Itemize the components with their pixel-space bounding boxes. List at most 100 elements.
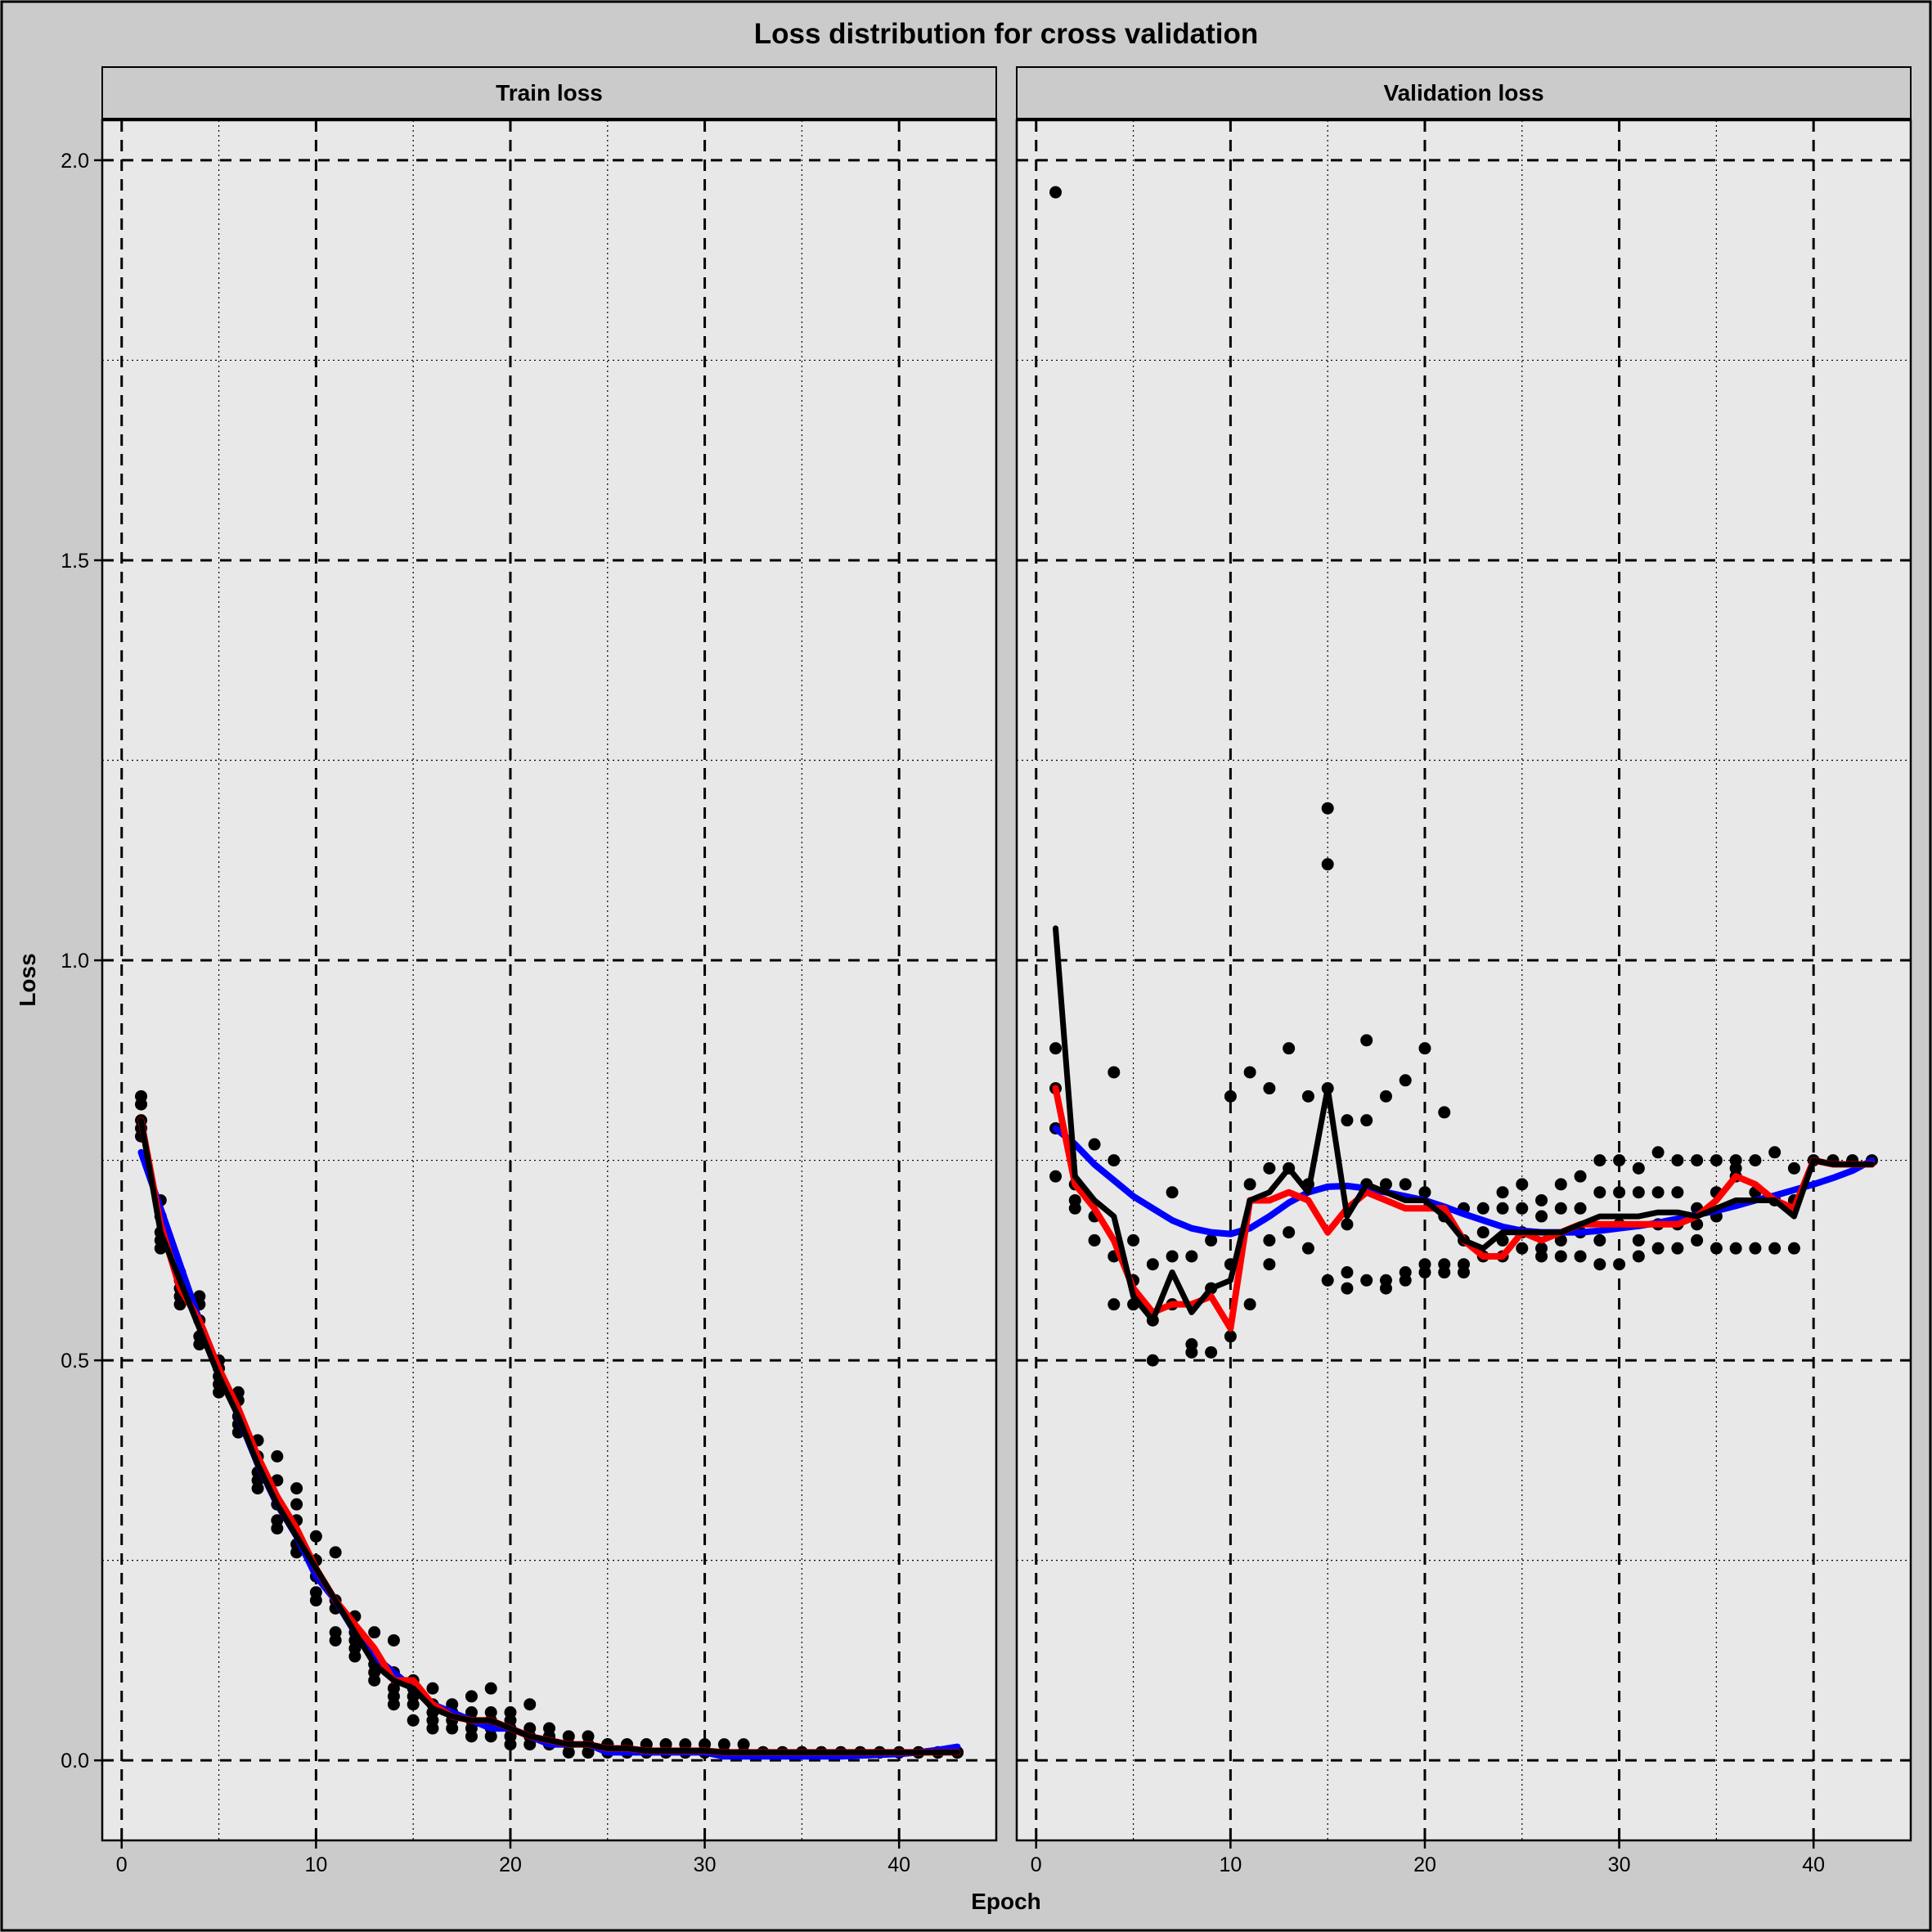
data-point — [1224, 1090, 1237, 1103]
data-point — [1671, 1186, 1684, 1199]
data-point — [1438, 1106, 1451, 1119]
data-point — [1263, 1258, 1276, 1271]
data-point — [1301, 1090, 1314, 1103]
data-point — [368, 1674, 381, 1687]
data-point — [271, 1522, 284, 1535]
data-point — [1418, 1266, 1431, 1279]
data-point — [465, 1690, 478, 1703]
data-point — [1243, 1178, 1256, 1191]
data-point — [1535, 1210, 1548, 1223]
data-point — [1787, 1242, 1800, 1255]
data-point — [1710, 1154, 1723, 1167]
chart-title: Loss distribution for cross validation — [754, 18, 1258, 50]
data-point — [1146, 1354, 1159, 1367]
panels: Train loss 0 10 20 30 40 0.0 0.5 1.0 1.5 2.0 Valida… — [61, 66, 1912, 1876]
data-point — [1341, 1282, 1354, 1295]
data-point — [1399, 1274, 1412, 1287]
data-point — [1651, 1146, 1665, 1159]
smooth-line — [1052, 1125, 1876, 1238]
panel-2: Validation loss 0 10 20 30 40 — [1015, 66, 1912, 1876]
y-tick-label: 2.0 — [61, 150, 89, 173]
data-point — [1651, 1186, 1665, 1199]
data-point — [426, 1714, 439, 1727]
data-point — [1613, 1186, 1626, 1199]
data-point — [1593, 1154, 1606, 1167]
data-point — [1243, 1298, 1256, 1311]
data-point — [1476, 1226, 1489, 1239]
data-point — [1632, 1233, 1645, 1247]
data-point — [426, 1682, 439, 1695]
data-point — [1768, 1242, 1781, 1255]
data-point — [1651, 1242, 1665, 1255]
data-point — [1360, 1034, 1373, 1047]
panel-strip-label: Train loss — [496, 80, 603, 106]
x-tick-label: 0 — [116, 1853, 128, 1876]
data-point — [1438, 1266, 1451, 1279]
y-tick-label: 1.0 — [61, 950, 89, 973]
panel-border — [1015, 119, 1912, 1842]
data-point — [1049, 186, 1063, 199]
x-tick-label: 30 — [694, 1853, 717, 1876]
data-point — [1710, 1242, 1723, 1255]
data-point — [1321, 802, 1334, 815]
data-point — [1632, 1161, 1645, 1175]
data-point — [348, 1642, 362, 1655]
data-point — [465, 1705, 478, 1719]
data-point — [1263, 1082, 1276, 1095]
x-tick-label: 10 — [304, 1853, 327, 1876]
data-point — [1632, 1250, 1645, 1263]
data-point — [1554, 1250, 1567, 1263]
data-point — [1418, 1042, 1431, 1055]
data-point — [1321, 858, 1334, 871]
data-point — [1205, 1233, 1218, 1247]
data-point — [1749, 1242, 1762, 1255]
data-point — [504, 1738, 517, 1751]
data-point — [1379, 1178, 1392, 1191]
panel-1: Train loss 0 10 20 30 40 0.0 0.5 1.0 1.5 2.0 — [61, 66, 998, 1876]
data-point — [1516, 1178, 1529, 1191]
y-tick-label: 0.5 — [61, 1350, 89, 1373]
data-point — [1671, 1154, 1684, 1167]
grid — [102, 120, 996, 1840]
data-point — [1049, 1042, 1063, 1055]
panel-strip-label: Validation loss — [1383, 80, 1543, 106]
data-point — [387, 1698, 400, 1711]
x-tick-label: 0 — [1031, 1853, 1042, 1876]
data-point — [1554, 1202, 1567, 1215]
data-point — [290, 1482, 303, 1495]
data-point — [309, 1530, 322, 1543]
data-point — [1341, 1266, 1354, 1279]
x-tick-label: 20 — [1413, 1853, 1436, 1876]
x-axis-title: Epoch — [971, 1889, 1041, 1914]
data-point — [1185, 1346, 1198, 1359]
data-point — [1283, 1042, 1296, 1055]
data-point — [582, 1746, 595, 1759]
data-point — [1554, 1178, 1567, 1191]
panel-strip — [1016, 66, 1912, 119]
data-point — [1593, 1258, 1606, 1271]
plot-area — [1017, 120, 1911, 1840]
data-point — [484, 1682, 497, 1695]
data-point — [1185, 1250, 1198, 1263]
data-point — [1108, 1066, 1121, 1079]
y-axis-title: Loss — [15, 953, 40, 1006]
data-point — [1088, 1138, 1101, 1151]
data-point — [290, 1498, 303, 1511]
data-point — [1068, 1202, 1081, 1215]
data-point — [309, 1594, 322, 1607]
data-point — [1205, 1346, 1218, 1359]
x-tick-label: 10 — [1219, 1853, 1242, 1876]
y-tick-label: 0.0 — [61, 1750, 89, 1772]
data-point — [1166, 1186, 1179, 1199]
median-line — [1053, 925, 1875, 1323]
data-point — [1787, 1161, 1800, 1175]
data-point — [1321, 1274, 1334, 1287]
x-tick-label: 30 — [1608, 1853, 1631, 1876]
data-point — [329, 1633, 342, 1647]
data-point — [1224, 1330, 1237, 1343]
data-point — [1379, 1090, 1392, 1103]
data-point — [1458, 1266, 1470, 1279]
data-point — [1691, 1218, 1704, 1231]
data-point — [1516, 1202, 1529, 1215]
